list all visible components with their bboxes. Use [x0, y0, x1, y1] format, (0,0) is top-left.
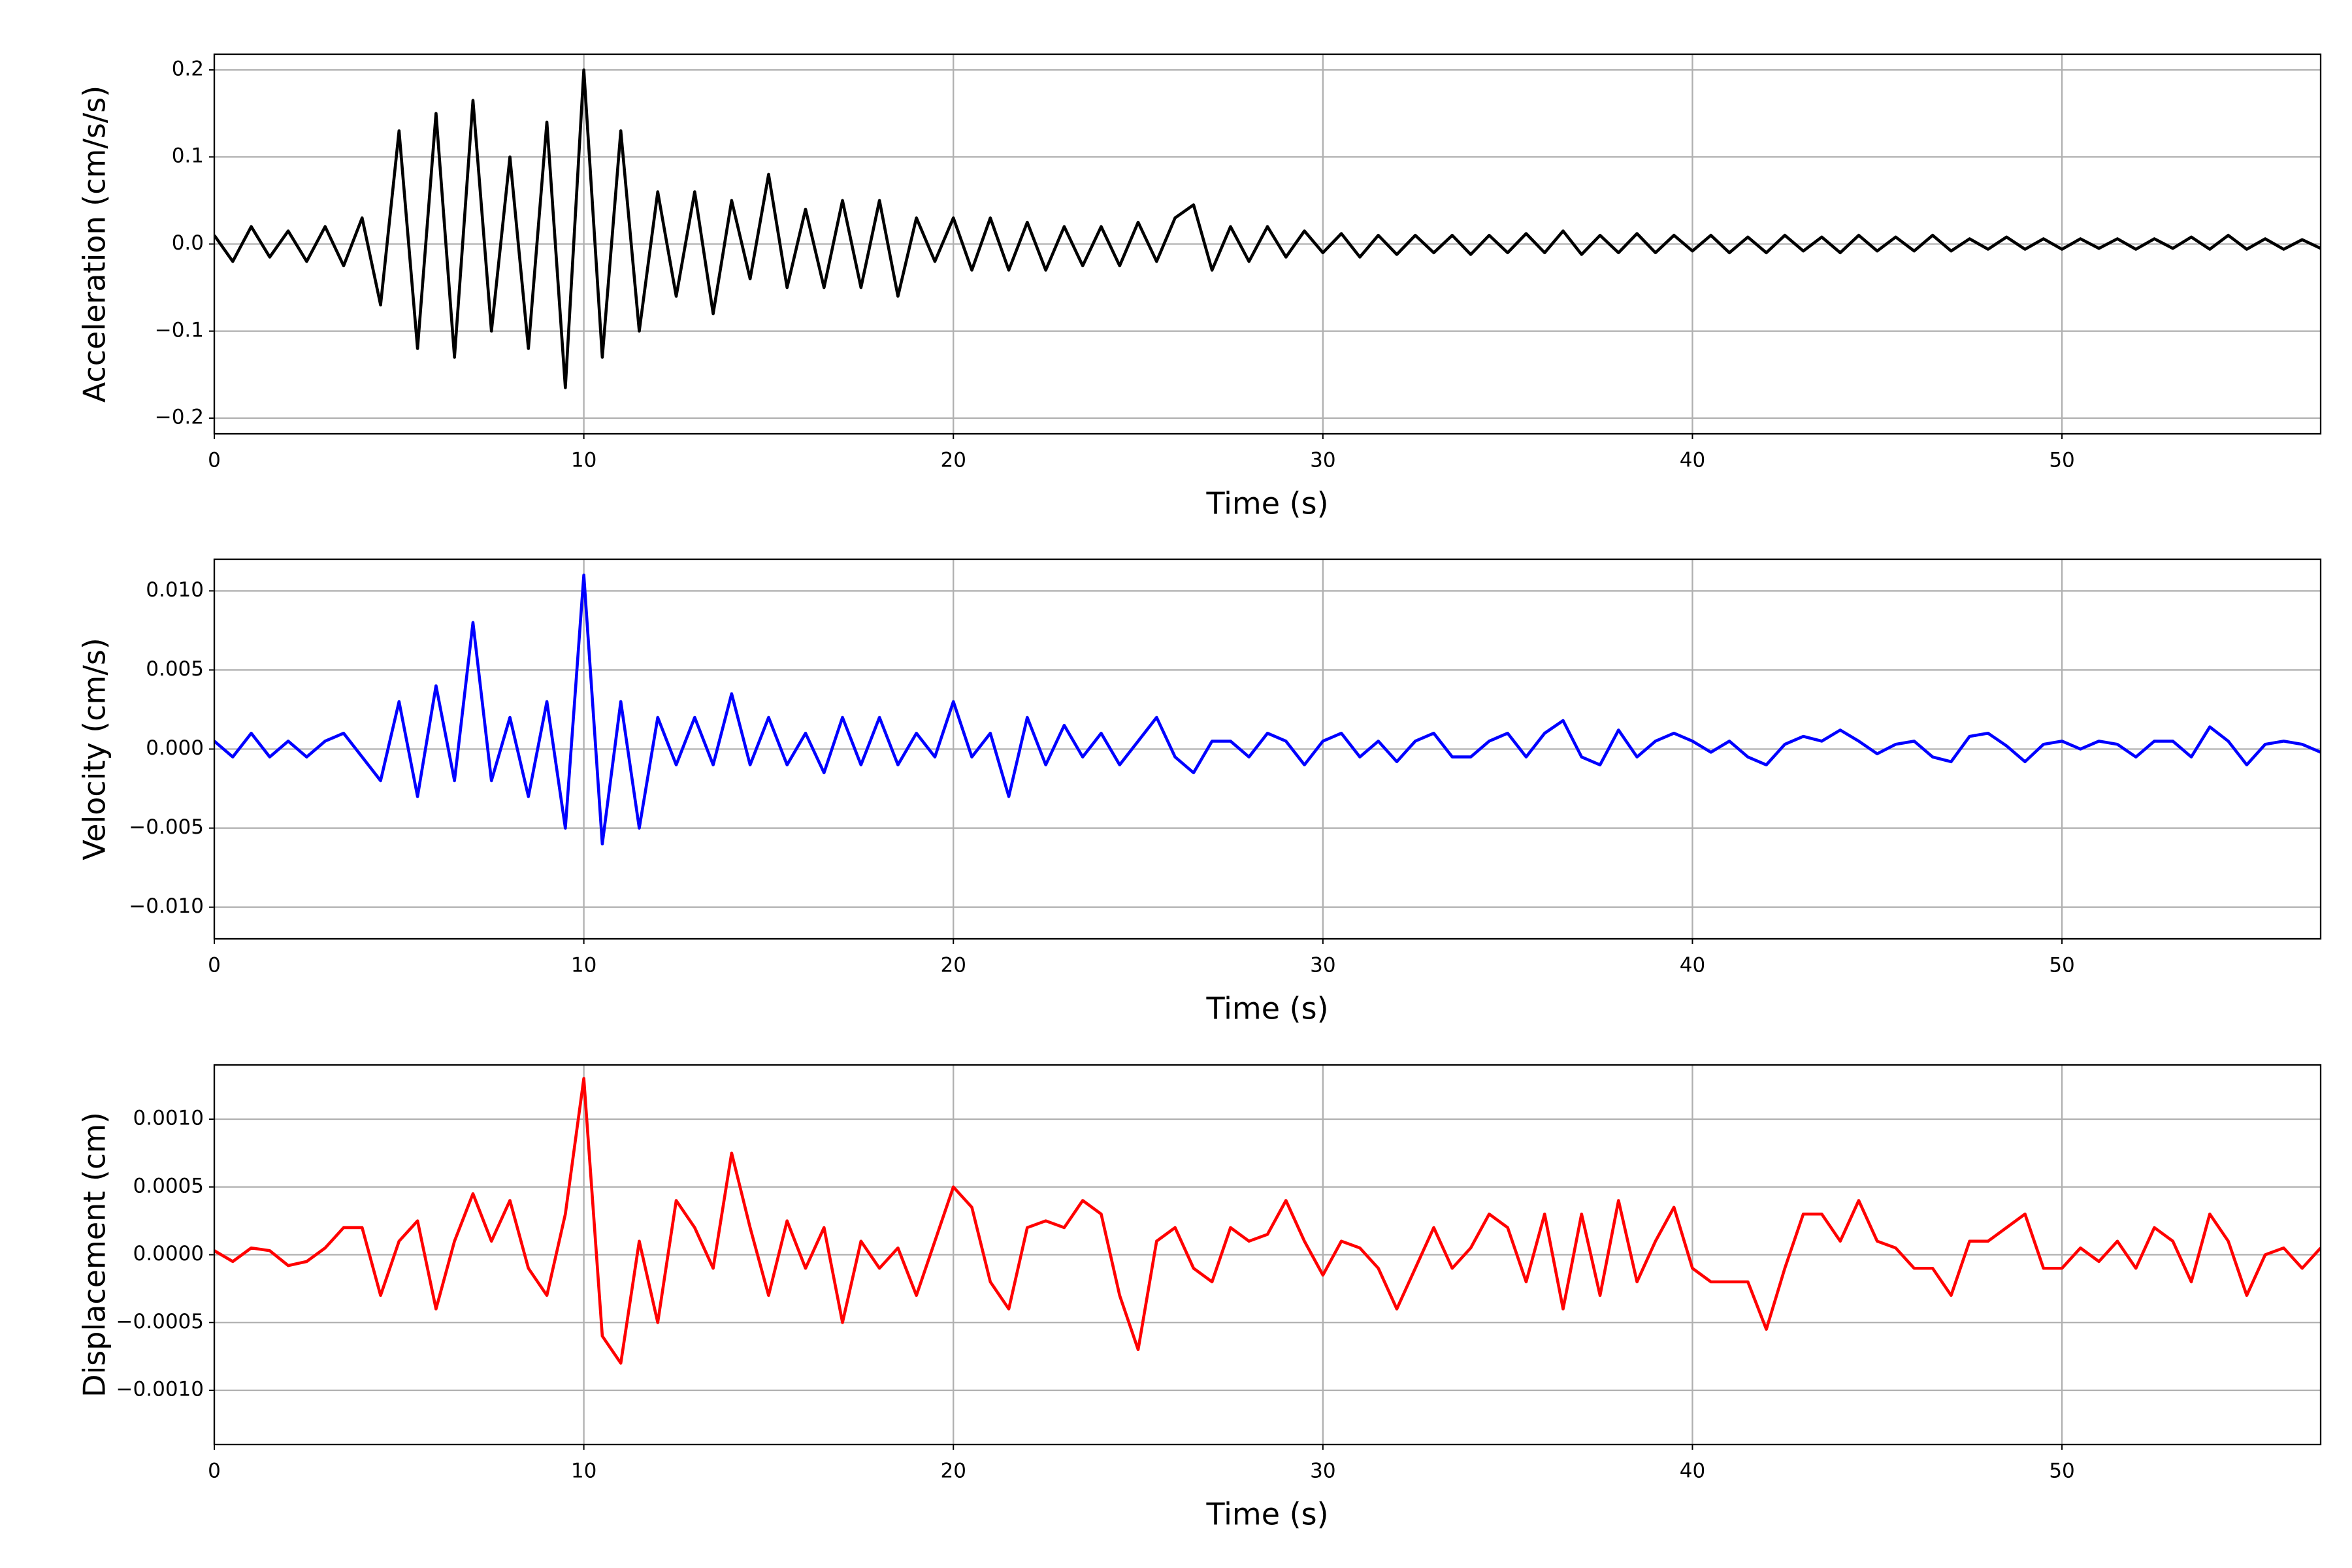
y-tick-label: 0.0010 — [133, 1107, 204, 1130]
subplot: −0.2 −0.1 0.0 0.1 0.2 0 10 20 30 40 50 Time (s) Acce… — [77, 53, 2322, 521]
subplot: −0.0010 −0.0005 0.0000 0.0005 0.0010 0 10 20 30 4… — [77, 1064, 2322, 1532]
x-tick-label: 50 — [2049, 449, 2074, 472]
data-line — [214, 1077, 2321, 1365]
x-axis-label: Time (s) — [1205, 486, 1328, 521]
x-tick-label: 40 — [1680, 1460, 1705, 1483]
y-tick-label: 0.0005 — [133, 1174, 204, 1198]
x-tick-label: 30 — [1310, 1460, 1335, 1483]
x-tick-label: 10 — [571, 954, 596, 977]
y-tick-label: −0.2 — [155, 406, 204, 429]
y-tick-label: −0.010 — [129, 894, 204, 918]
y-tick-label: −0.005 — [129, 815, 204, 839]
y-axis-label: Acceleration (cm/s/s) — [77, 86, 112, 402]
x-tick-label: 0 — [208, 1460, 221, 1483]
x-tick-label: 20 — [941, 449, 966, 472]
y-tick-label: −0.0010 — [116, 1378, 204, 1401]
y-tick-label: 0.0 — [172, 231, 204, 255]
y-tick-label: 0.010 — [146, 578, 204, 602]
x-tick-label: 0 — [208, 449, 221, 472]
y-tick-label: 0.0000 — [133, 1242, 204, 1266]
x-tick-label: 30 — [1310, 449, 1335, 472]
x-axis-label: Time (s) — [1205, 991, 1328, 1026]
x-tick-label: 50 — [2049, 1460, 2074, 1483]
y-tick-label: −0.0005 — [116, 1310, 204, 1333]
y-axis-label: Displacement (cm) — [77, 1112, 112, 1397]
y-tick-label: −0.1 — [155, 318, 204, 342]
x-tick-label: 10 — [571, 1460, 596, 1483]
axes-frame — [213, 558, 2322, 940]
y-axis-label: Velocity (cm/s) — [77, 638, 112, 860]
x-tick-label: 30 — [1310, 954, 1335, 977]
x-tick-label: 10 — [571, 449, 596, 472]
y-tick-label: 0.1 — [172, 144, 204, 168]
axes-frame — [213, 1064, 2322, 1446]
y-tick-label: 0.000 — [146, 736, 204, 760]
x-tick-label: 40 — [1680, 954, 1705, 977]
subplot: −0.010 −0.005 0.000 0.005 0.010 0 10 20 30 40 50 Ti… — [77, 558, 2322, 1026]
y-tick-label: 0.005 — [146, 657, 204, 681]
y-tick-label: 0.2 — [172, 57, 204, 80]
x-axis-label: Time (s) — [1205, 1497, 1328, 1532]
data-line — [214, 68, 2321, 389]
x-tick-label: 40 — [1680, 449, 1705, 472]
x-tick-label: 0 — [208, 954, 221, 977]
x-tick-label: 50 — [2049, 954, 2074, 977]
x-tick-label: 20 — [941, 954, 966, 977]
x-tick-label: 20 — [941, 1460, 966, 1483]
axes-frame — [213, 53, 2322, 435]
data-line — [214, 573, 2321, 846]
